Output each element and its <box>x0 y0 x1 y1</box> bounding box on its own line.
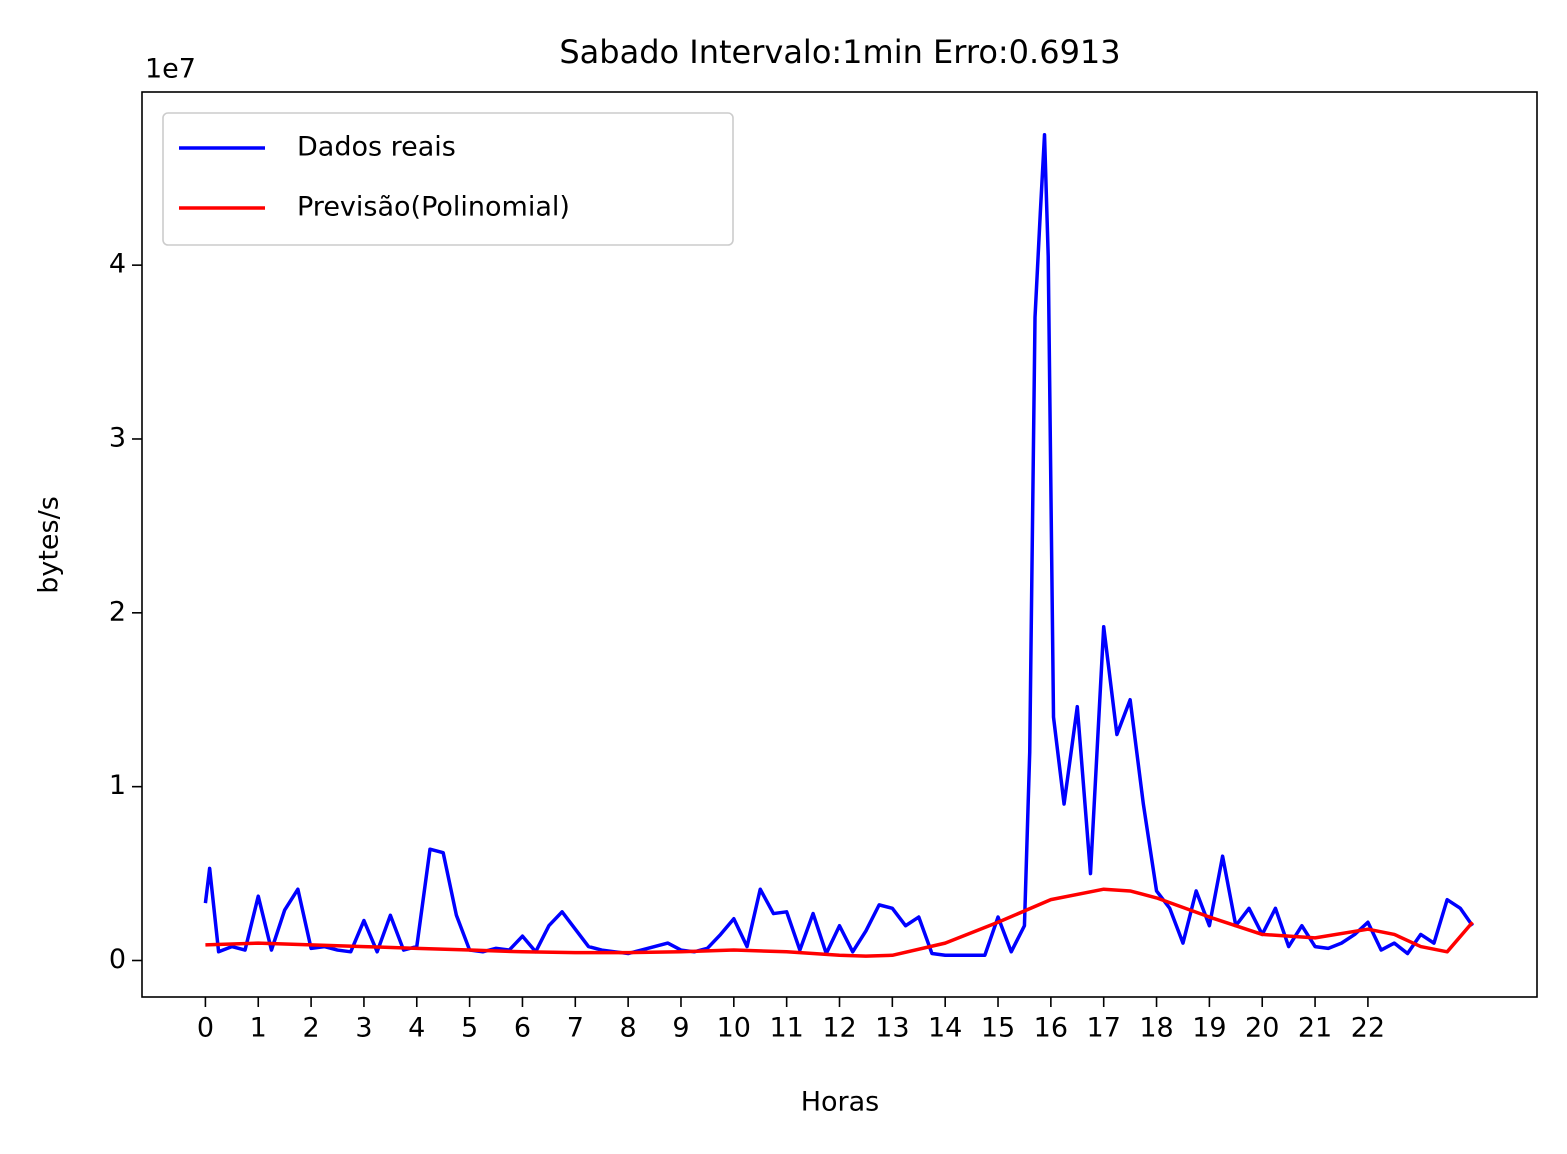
x-tick-label: 1 <box>250 1013 267 1044</box>
x-tick-label: 18 <box>1139 1013 1173 1044</box>
y-tick-label: 1 <box>109 770 126 801</box>
y-offset-label: 1e7 <box>145 54 196 85</box>
data-line <box>203 133 1474 958</box>
x-tick-label: 5 <box>461 1013 478 1044</box>
y-axis-label: bytes/s <box>34 496 65 594</box>
x-tick-label: 16 <box>1034 1013 1068 1044</box>
x-tick-label: 8 <box>620 1013 637 1044</box>
plot-frame <box>141 91 1538 998</box>
x-tick-label: 13 <box>875 1013 909 1044</box>
x-tick-label: 6 <box>514 1013 531 1044</box>
x-tick-label: 21 <box>1298 1013 1332 1044</box>
x-tick-label: 12 <box>822 1013 856 1044</box>
x-tick-label: 22 <box>1351 1013 1385 1044</box>
y-tick-label: 3 <box>109 422 126 453</box>
x-tick-label: 7 <box>567 1013 584 1044</box>
legend-label: Dados reais <box>297 132 456 163</box>
x-tick-label: 2 <box>302 1013 319 1044</box>
x-axis-label: Horas <box>801 1087 880 1118</box>
x-tick-label: 14 <box>928 1013 962 1044</box>
x-tick-label: 9 <box>672 1013 689 1044</box>
y-tick-label: 0 <box>109 944 126 975</box>
y-tick-label: 4 <box>109 249 126 280</box>
x-tick-label: 4 <box>408 1013 425 1044</box>
y-tick-label: 2 <box>109 596 126 627</box>
x-tick-label: 15 <box>981 1013 1015 1044</box>
x-tick-label: 3 <box>355 1013 372 1044</box>
legend-box <box>162 112 734 246</box>
data-line <box>205 887 1474 958</box>
x-tick-label: 0 <box>197 1013 214 1044</box>
x-tick-label: 20 <box>1245 1013 1279 1044</box>
chart-title: Sabado Intervalo:1min Erro:0.6913 <box>559 33 1120 71</box>
legend-label: Previsão(Polinomial) <box>297 192 570 223</box>
x-tick-label: 11 <box>769 1013 803 1044</box>
x-tick-label: 17 <box>1087 1013 1121 1044</box>
x-tick-label: 19 <box>1192 1013 1226 1044</box>
x-tick-label: 10 <box>717 1013 751 1044</box>
